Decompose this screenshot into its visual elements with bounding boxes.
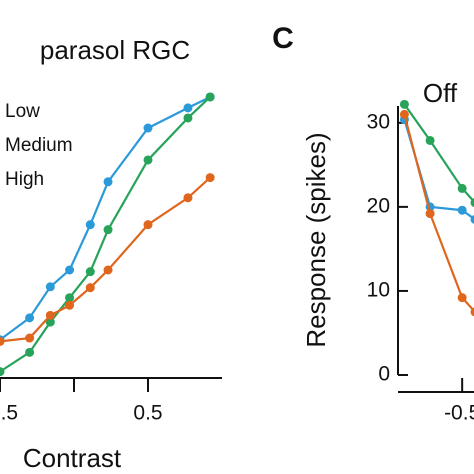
data-point	[0, 336, 5, 346]
data-point	[103, 225, 113, 235]
data-point	[183, 103, 193, 113]
data-point	[65, 265, 75, 275]
data-point	[65, 293, 75, 303]
x-axis-label: Contrast	[23, 443, 122, 473]
series-line	[403, 114, 474, 313]
x-tick-label: -0.5	[0, 402, 18, 425]
data-point	[143, 123, 153, 133]
data-point	[25, 347, 35, 357]
data-point	[143, 220, 153, 230]
data-point	[25, 333, 35, 343]
legend-entry: Medium	[5, 135, 73, 156]
data-point	[65, 300, 75, 310]
data-point	[0, 367, 5, 377]
data-point	[205, 173, 215, 183]
data-point	[457, 205, 467, 215]
data-point	[205, 92, 215, 102]
data-point	[25, 313, 35, 323]
data-point	[85, 220, 95, 230]
data-point	[143, 155, 153, 165]
series-line	[403, 103, 474, 204]
y-tick-label: 0	[378, 363, 390, 386]
y-tick-label: 10	[367, 278, 390, 301]
data-point	[399, 109, 409, 119]
data-point	[85, 267, 95, 277]
legend-entry: Low	[5, 101, 40, 122]
x-tick-label: 0.5	[133, 402, 162, 425]
data-point	[399, 99, 409, 109]
panel-label: C	[272, 22, 294, 55]
data-point	[183, 113, 193, 123]
series-line	[0, 95, 211, 341]
data-point	[425, 135, 435, 145]
y-tick-label: 30	[367, 110, 390, 133]
data-point	[470, 307, 474, 317]
data-point	[45, 317, 55, 327]
data-point	[470, 198, 474, 208]
legend-entry: High	[5, 169, 44, 190]
y-tick-label: 20	[367, 194, 390, 217]
chart-title: parasol RGC	[40, 35, 190, 65]
data-point	[425, 209, 435, 219]
data-point	[103, 265, 113, 275]
data-point	[470, 215, 474, 224]
data-point	[457, 293, 467, 303]
data-point	[183, 193, 193, 203]
y-axis-label: Response (spikes)	[301, 132, 331, 347]
x-tick-label: -0.5	[444, 402, 474, 425]
data-point	[457, 183, 467, 193]
data-point	[45, 282, 55, 292]
series-line	[403, 119, 474, 221]
data-point	[45, 310, 55, 320]
data-point	[85, 283, 95, 293]
data-point	[103, 177, 113, 187]
chart-title: Off	[423, 78, 458, 108]
